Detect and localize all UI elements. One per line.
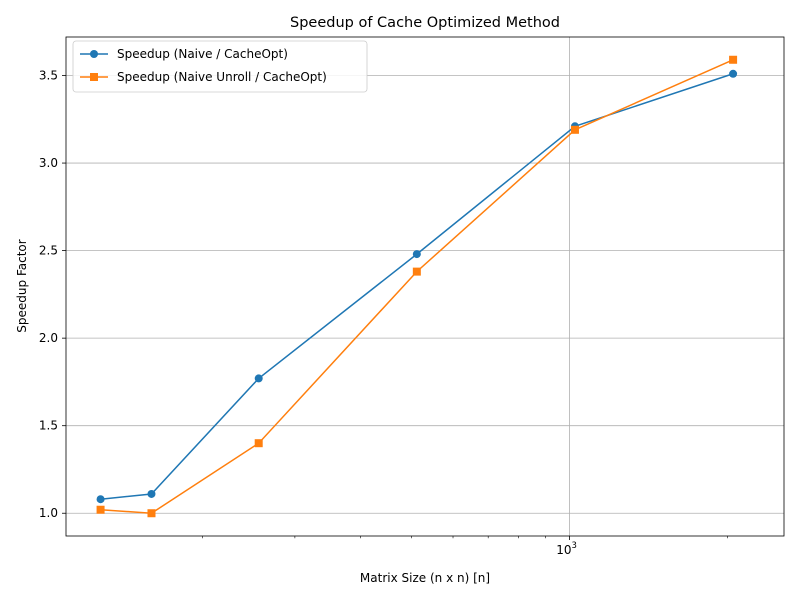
series-line xyxy=(100,73,734,500)
grid xyxy=(66,37,784,536)
ticks: 1.0 1.5 2.0 2.5 3.0 3.5 103 xyxy=(39,69,728,557)
data-point xyxy=(412,250,421,259)
x-tick-label-exponent: 3 xyxy=(571,541,576,551)
chart-title: Speedup of Cache Optimized Method xyxy=(290,15,560,31)
data-point xyxy=(147,489,156,498)
data-point xyxy=(96,495,105,504)
legend-marker xyxy=(90,50,98,58)
y-tick-label: 2.0 xyxy=(39,331,58,345)
plot-frame xyxy=(65,36,785,537)
series-2 xyxy=(96,55,738,518)
x-axis-label: Matrix Size (n x n) [n] xyxy=(360,571,490,585)
data-point xyxy=(729,55,738,64)
y-axis-label: Speedup Factor xyxy=(15,239,29,332)
x-tick-label-base: 10 xyxy=(556,543,571,557)
legend-box xyxy=(72,40,368,93)
data-point xyxy=(147,509,156,518)
y-tick-label: 1.5 xyxy=(39,419,58,433)
legend-item: Speedup (Naive / CacheOpt) xyxy=(80,47,288,61)
series-1 xyxy=(96,69,738,504)
data-point xyxy=(729,69,738,78)
legend-label: Speedup (Naive Unroll / CacheOpt) xyxy=(117,70,327,84)
legend: Speedup (Naive / CacheOpt) Speedup (Naive… xyxy=(72,40,368,93)
y-tick-label: 1.0 xyxy=(39,506,58,520)
data-point xyxy=(96,505,105,514)
series-line xyxy=(100,59,734,515)
y-tick-label: 3.5 xyxy=(39,69,58,83)
y-tick-label: 3.0 xyxy=(39,156,58,170)
x-tick-label: 103 xyxy=(556,541,577,557)
data-point xyxy=(570,125,579,134)
series-group xyxy=(96,55,738,518)
legend-marker xyxy=(90,73,98,81)
legend-label: Speedup (Naive / CacheOpt) xyxy=(117,47,288,61)
data-point xyxy=(254,439,263,448)
data-point xyxy=(412,267,421,276)
y-tick-label: 2.5 xyxy=(39,244,58,258)
axes xyxy=(65,36,785,537)
data-point xyxy=(254,374,263,383)
legend-item: Speedup (Naive Unroll / CacheOpt) xyxy=(80,70,327,84)
